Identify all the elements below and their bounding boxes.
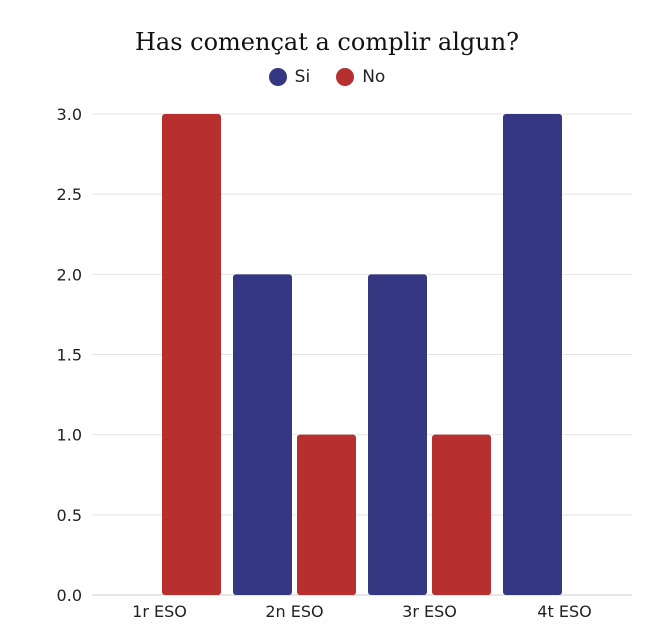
y-tick-label: 2.0 bbox=[57, 265, 82, 284]
chart-title: Has començat a complir algun? bbox=[134, 28, 520, 56]
x-tick-label: 2n ESO bbox=[265, 602, 323, 621]
x-tick-label: 3r ESO bbox=[402, 602, 457, 621]
legend: Si No bbox=[0, 67, 654, 87]
bar-no-1 bbox=[162, 114, 221, 595]
x-tick-label: 4t ESO bbox=[537, 602, 591, 621]
bar-si-4 bbox=[503, 114, 562, 595]
legend-item-si: Si bbox=[268, 67, 311, 87]
legend-swatch-no bbox=[336, 68, 355, 86]
legend-label-no: No bbox=[362, 67, 386, 87]
bar-si-2 bbox=[233, 274, 292, 595]
legend-item-no: No bbox=[336, 67, 385, 87]
y-tick-label: 0.5 bbox=[57, 506, 82, 525]
legend-label-si: Si bbox=[294, 67, 311, 87]
bar-no-2 bbox=[297, 434, 356, 595]
legend-swatch-si bbox=[268, 68, 287, 86]
x-tick-label: 1r ESO bbox=[132, 602, 187, 621]
bar-si-3 bbox=[368, 274, 427, 595]
y-tick-label: 0.0 bbox=[57, 586, 82, 605]
y-tick-label: 3.0 bbox=[57, 105, 82, 124]
y-tick-label: 1.0 bbox=[57, 426, 82, 445]
y-tick-label: 1.5 bbox=[57, 346, 82, 365]
bar-no-3 bbox=[432, 434, 491, 595]
y-tick-label: 2.5 bbox=[57, 185, 82, 204]
